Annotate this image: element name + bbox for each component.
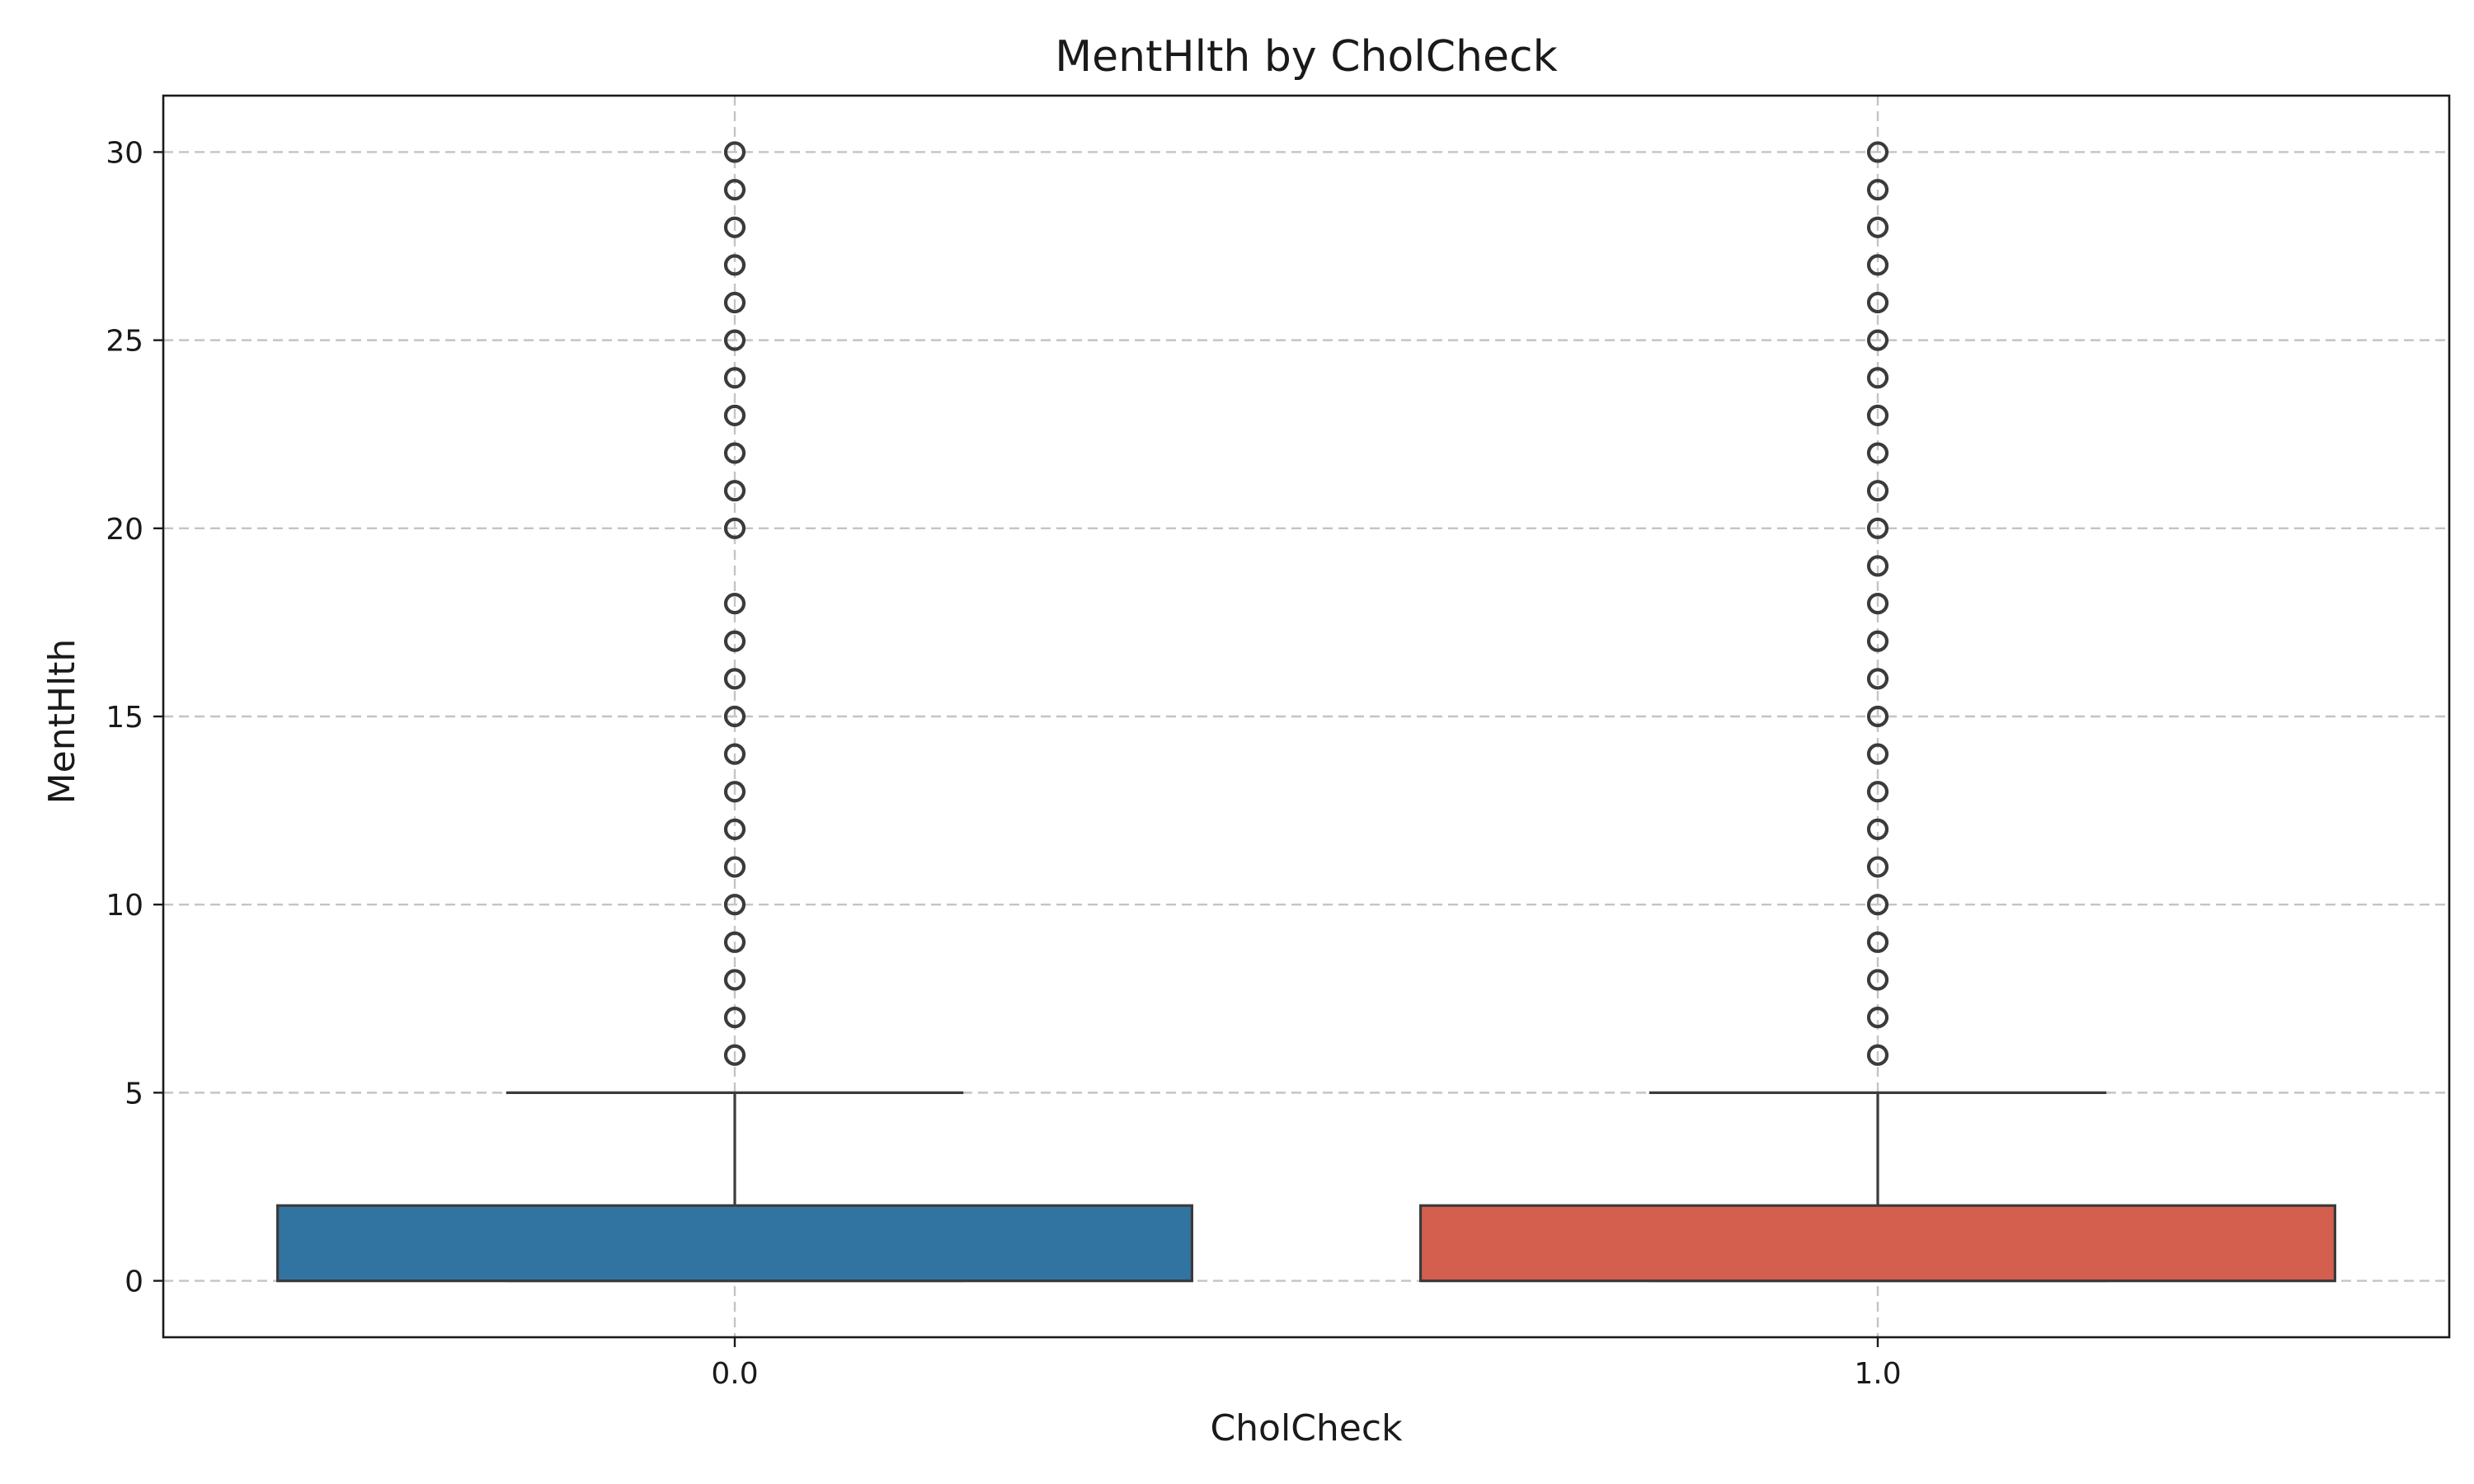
outlier-point (723, 781, 746, 803)
outlier-point (723, 818, 746, 841)
outlier-point (723, 254, 746, 276)
outlier-point (723, 592, 746, 615)
box-plots (276, 1091, 2337, 1283)
box-0.0 (276, 1204, 1194, 1283)
outlier-point (1866, 743, 1889, 765)
outlier-point (1866, 781, 1889, 803)
outlier-point (723, 931, 746, 953)
outlier-point (1866, 592, 1889, 615)
x-tick-label: 1.0 (1854, 1357, 1901, 1391)
outlier-point (723, 480, 746, 502)
box-group-0.0 (276, 1091, 1194, 1283)
outlier-point (1866, 894, 1889, 916)
outlier-point (723, 1044, 746, 1066)
outlier-point (723, 969, 746, 991)
outlier-point (723, 894, 746, 916)
outlier-point (723, 1006, 746, 1029)
outlier-point (723, 329, 746, 351)
y-axis-label: MentHlth (41, 639, 83, 805)
y-tick-label: 20 (106, 513, 143, 547)
outlier-point (723, 404, 746, 427)
y-tick-label: 5 (125, 1077, 143, 1111)
y-tick-label: 25 (106, 325, 143, 359)
outlier-point (723, 178, 746, 201)
outlier-point (723, 216, 746, 238)
y-tick-label: 15 (106, 701, 143, 735)
outlier-point (1866, 480, 1889, 502)
outlier-point (1866, 404, 1889, 427)
chart-title: MentHlth by CholCheck (1055, 32, 1557, 82)
outlier-point (723, 705, 746, 728)
outlier-point (1866, 141, 1889, 163)
outlier-point (723, 141, 746, 163)
y-tick-label: 0 (125, 1266, 143, 1299)
outlier-point (723, 442, 746, 464)
outlier-point (1866, 1006, 1889, 1029)
outlier-point (723, 743, 746, 765)
y-tick-label: 30 (106, 136, 143, 170)
outlier-point (1866, 818, 1889, 841)
outlier-point (1866, 517, 1889, 539)
y-tick-label: 10 (106, 889, 143, 923)
outliers (723, 141, 1889, 1066)
outlier-point (1866, 931, 1889, 953)
outlier-point (723, 291, 746, 314)
outlier-point (1866, 367, 1889, 389)
outlier-point (1866, 442, 1889, 464)
axis-ticks: 0 5 10 15 20 25 30 0.0 1.0 (106, 136, 1901, 1391)
outlier-point (1866, 630, 1889, 652)
outlier-point (723, 367, 746, 389)
outlier-point (723, 668, 746, 690)
outlier-point (1866, 1044, 1889, 1066)
outlier-point (1866, 178, 1889, 201)
outlier-point (723, 517, 746, 539)
outlier-point (1866, 668, 1889, 690)
outlier-point (1866, 555, 1889, 577)
box-group-1.0 (1418, 1091, 2337, 1283)
box-1.0 (1418, 1204, 2337, 1283)
x-axis-label: CholCheck (1210, 1407, 1403, 1449)
outlier-point (723, 630, 746, 652)
outlier-point (1866, 254, 1889, 276)
outlier-point (1866, 856, 1889, 878)
outlier-point (723, 856, 746, 878)
outlier-point (1866, 969, 1889, 991)
outlier-point (1866, 329, 1889, 351)
x-tick-label: 0.0 (711, 1357, 758, 1391)
outlier-point (1866, 216, 1889, 238)
outlier-point (1866, 291, 1889, 314)
outlier-point (1866, 705, 1889, 728)
